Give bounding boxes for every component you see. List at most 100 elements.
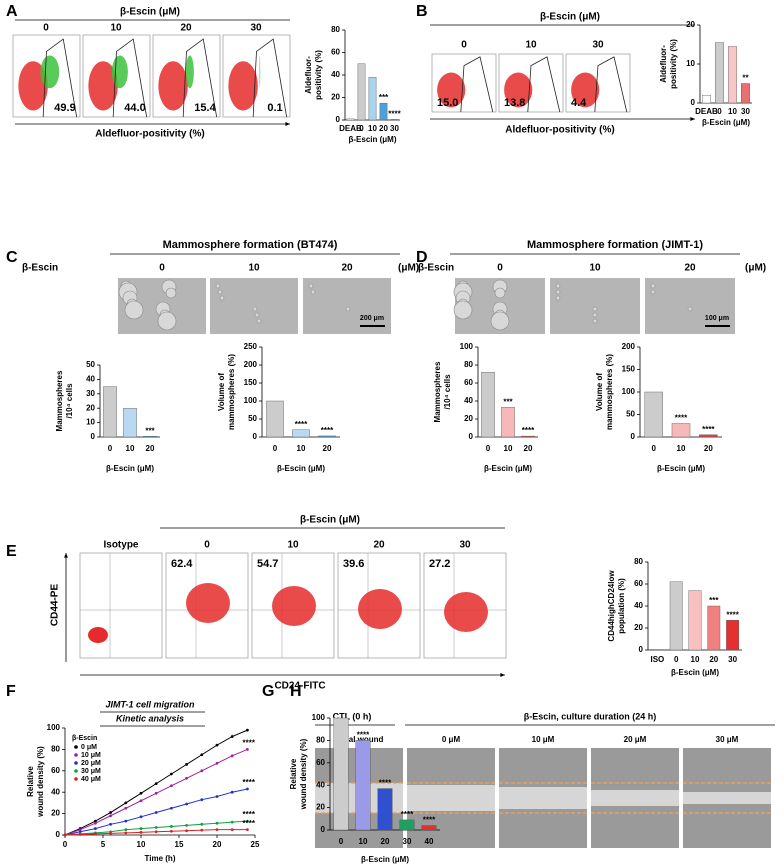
chart-subtitle: Kinetic analysis [116, 713, 184, 723]
x-tick-label: 25 [251, 840, 260, 849]
gate-value: 13.8 [504, 97, 525, 109]
legend-marker [74, 777, 78, 781]
legend-label: 10 μM [81, 752, 101, 759]
bar [702, 94, 711, 104]
dose-label: 0 [204, 540, 210, 551]
bar [368, 77, 377, 121]
point [246, 828, 249, 832]
point [246, 728, 249, 732]
point [154, 826, 158, 829]
x-axis-title: β-Escin (μM) [702, 118, 750, 127]
point [124, 806, 128, 810]
dose-label: 30 [459, 540, 471, 551]
bar [377, 788, 393, 831]
y-tick-label: 20 [686, 20, 695, 29]
dose-label: 0 μM [442, 735, 461, 744]
x-tick-label: 20 [381, 837, 390, 846]
x-tick-label: 30 [741, 107, 750, 116]
cell-cluster [88, 61, 118, 111]
sphere [219, 295, 225, 301]
x-tick-label: 5 [101, 840, 106, 849]
significance: **** [379, 779, 392, 788]
significance: *** [145, 426, 155, 435]
y-tick-label: 40 [51, 787, 60, 796]
bar [715, 42, 724, 104]
gate-value: 15.4 [194, 102, 216, 114]
sphere [555, 289, 561, 295]
y-axis-title: mammospheres (%) [227, 354, 236, 430]
dose-label: 10 [110, 23, 122, 34]
point [94, 832, 97, 836]
axis-title: CD24-FITC [274, 681, 325, 692]
legend-marker [74, 769, 78, 773]
significance: **** [423, 816, 436, 825]
significance: **** [357, 731, 370, 740]
point [200, 828, 204, 832]
bar [501, 407, 515, 438]
point [94, 827, 97, 830]
sphere [592, 312, 598, 318]
significance: **** [243, 810, 256, 819]
bar [346, 118, 355, 121]
panel-header: β-Escin (μM) [120, 7, 180, 18]
y-axis-title: /10⁴ cells [443, 374, 452, 410]
x-tick-label: 20 [704, 444, 713, 453]
y-tick-label: 60 [464, 378, 473, 387]
significance: **** [726, 610, 739, 619]
micrograph [550, 278, 640, 334]
point [246, 787, 249, 791]
point [230, 820, 234, 824]
sphere [453, 300, 473, 320]
gate-value: 44.0 [124, 102, 145, 114]
point [185, 829, 189, 833]
x-tick-label: 0 [674, 655, 679, 664]
sphere [687, 306, 693, 312]
sphere [494, 287, 506, 299]
legend-label: 0 μM [81, 744, 97, 751]
x-axis-title: β-Escin (μM) [277, 464, 325, 473]
sphere [555, 283, 561, 289]
point [215, 821, 219, 825]
gate-value: 54.7 [257, 558, 278, 570]
point [230, 828, 234, 832]
point [215, 828, 219, 832]
x-tick-label: 15 [175, 840, 184, 849]
bar [650, 649, 664, 651]
panel-letter: F [6, 683, 16, 700]
panel-letter: B [416, 3, 428, 20]
x-tick-label: 30 [728, 655, 737, 664]
x-tick-label: DEAB [695, 107, 718, 116]
x-tick-label: 20 [146, 444, 155, 453]
axis-title: CD44-PE [50, 584, 61, 627]
gate-value: 39.6 [343, 558, 364, 570]
sphere [256, 318, 262, 324]
significance: **** [702, 425, 715, 434]
dose-label: 20 [373, 540, 385, 551]
x-axis-title: β-Escin (μM) [106, 464, 154, 473]
dose-label: 0 [43, 23, 49, 34]
y-tick-label: 100 [460, 342, 474, 351]
gate [252, 38, 288, 118]
y-tick-label: 40 [634, 601, 643, 610]
bar [521, 435, 535, 438]
panel-letter: A [6, 3, 18, 20]
x-tick-label: 40 [425, 837, 434, 846]
legend-label: 30 μM [81, 768, 101, 775]
cell-cluster [186, 583, 230, 623]
x-tick-label: 20 [379, 124, 388, 133]
x-tick-label: DEAB [339, 124, 362, 133]
x-tick-label: 10 [368, 124, 377, 133]
significance: **** [295, 420, 308, 429]
scale-bar-label: 100 μm [705, 315, 729, 322]
micrograph [210, 278, 298, 334]
cell-cluster [18, 61, 48, 111]
legend-label: 40 μM [81, 776, 101, 783]
point [185, 776, 189, 780]
gated-cluster [111, 55, 128, 89]
x-tick-label: 0 [717, 107, 722, 116]
y-tick-label: 40 [316, 780, 325, 789]
y-tick-label: 0 [253, 432, 258, 441]
gate [112, 38, 148, 118]
y-tick-label: 80 [331, 25, 340, 34]
y-tick-label: 100 [622, 387, 636, 396]
